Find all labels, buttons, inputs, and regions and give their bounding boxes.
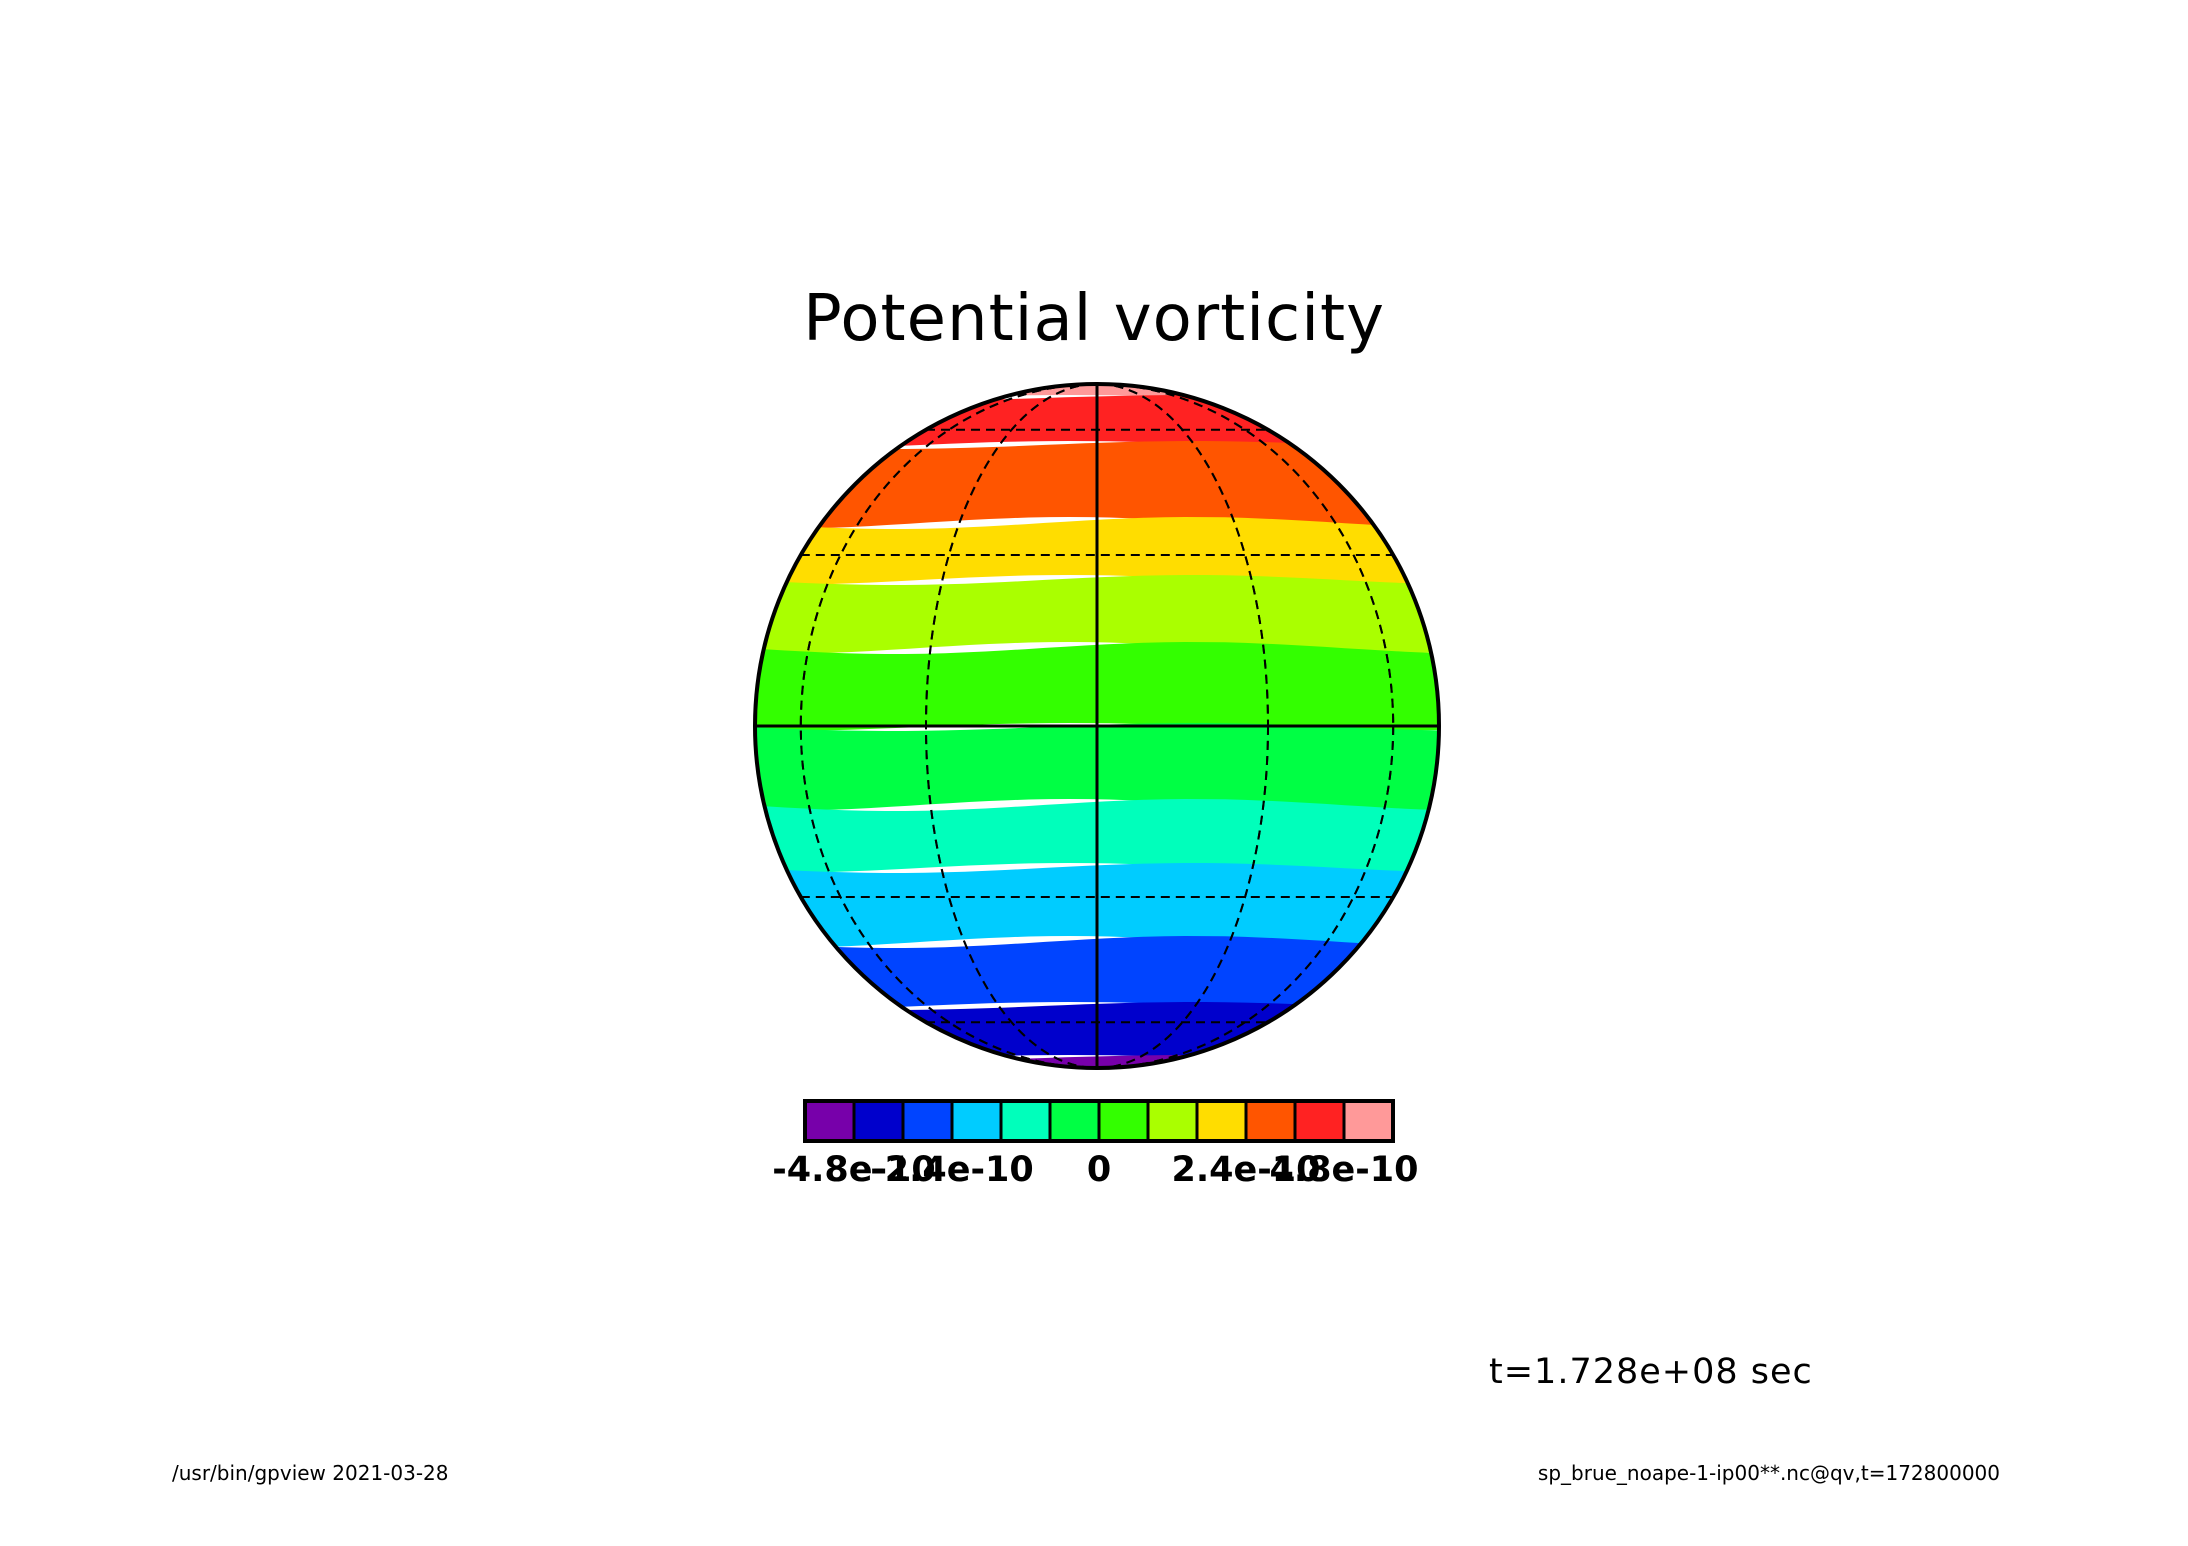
footer-left: /usr/bin/gpview 2021-03-28 xyxy=(172,1461,449,1485)
colorbar-tick-label: 2.4e-10 xyxy=(1171,1150,1321,1190)
colorbar-swatch xyxy=(1146,1099,1199,1143)
colorbar-swatch xyxy=(1195,1099,1248,1143)
colorbar-swatch xyxy=(1342,1099,1395,1143)
colorbar-swatch xyxy=(999,1099,1052,1143)
colorbar-tick-label: 4.8e-10 xyxy=(1269,1150,1419,1190)
colorbar-outline xyxy=(803,1099,1395,1143)
colorbar-swatch xyxy=(950,1099,1003,1143)
colorbar-tick-label: 0 xyxy=(1086,1150,1112,1190)
time-label: t=1.728e+08 sec xyxy=(1489,1352,1813,1392)
plot-title: Potential vorticity xyxy=(803,282,1385,356)
colorbar-swatch xyxy=(1097,1099,1150,1143)
colorbar-tick-label: -2.4e-10 xyxy=(870,1150,1034,1190)
colorbar-swatch xyxy=(1048,1099,1101,1143)
colorbar-tick-label: -4.8e-10 xyxy=(772,1150,936,1190)
footer-right: sp_brue_noape-1-ip00**.nc@qv,t=172800000 xyxy=(1537,1461,2000,1485)
colorbar-swatch xyxy=(901,1099,954,1143)
globe-outline xyxy=(753,382,1441,1070)
colorbar-swatch xyxy=(803,1099,856,1143)
colorbar-swatch xyxy=(852,1099,905,1143)
globe-map xyxy=(753,382,1441,1070)
colorbar-swatch xyxy=(1293,1099,1346,1143)
colorbar-swatch xyxy=(1244,1099,1297,1143)
colorbar xyxy=(803,1099,1395,1143)
